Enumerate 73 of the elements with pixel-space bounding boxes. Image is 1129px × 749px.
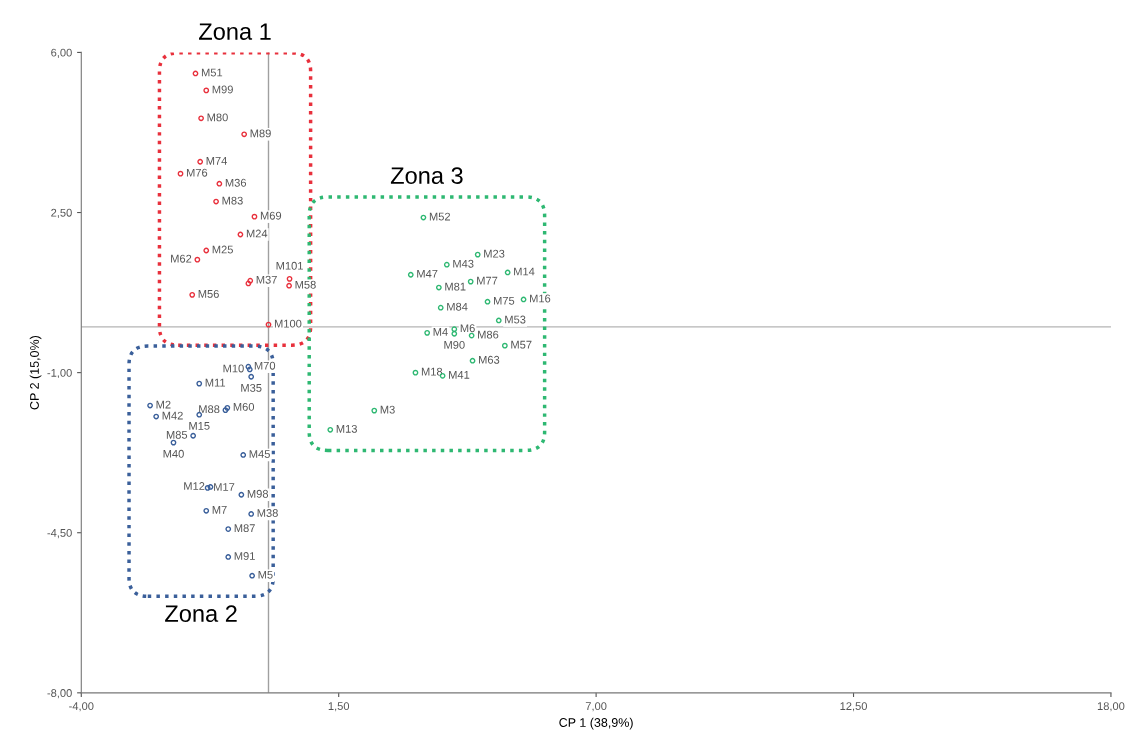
data-label: M57	[511, 340, 532, 349]
data-label: M5	[258, 570, 273, 579]
data-label: M40	[163, 449, 184, 458]
data-label: M2	[156, 400, 171, 409]
data-label: M38	[257, 509, 278, 517]
data-label: M11	[205, 378, 226, 387]
y-tick-label: 6,00	[51, 48, 72, 58]
x-axis-title: CP 1 (38,9%)	[559, 717, 633, 730]
data-label: M89	[250, 129, 271, 138]
data-label: M10	[223, 364, 244, 373]
y-tick-label: -4,50	[47, 528, 72, 539]
data-label: M87	[234, 524, 255, 533]
data-label: M88	[199, 405, 220, 414]
series-label: Zona 2	[165, 605, 237, 622]
y-tick-label: -1,00	[47, 368, 72, 379]
data-label: M80	[207, 113, 228, 122]
data-label: M77	[477, 276, 498, 285]
data-label: M43	[453, 259, 474, 268]
data-label: M16	[530, 294, 551, 303]
data-label: M60	[233, 402, 255, 411]
data-label: M4	[433, 328, 448, 336]
data-label: M84	[447, 302, 468, 311]
data-label: M63	[479, 355, 500, 364]
x-tick-label: -4,00	[69, 702, 94, 712]
data-label: M6	[460, 324, 475, 333]
data-label: M53	[505, 315, 526, 324]
data-label: M23	[484, 249, 505, 258]
data-label: M91	[234, 552, 255, 560]
y-tick-label: -8,00	[47, 689, 72, 699]
y-axis-title: CP 2 (15,0%)	[29, 336, 42, 410]
data-label: M17	[214, 483, 235, 491]
data-label: M99	[212, 85, 233, 94]
x-tick-label: 18,00	[1097, 702, 1125, 712]
data-label: M42	[162, 411, 183, 420]
data-label: M52	[429, 212, 451, 221]
series-label: Zona 1	[199, 23, 271, 40]
data-label: M51	[201, 68, 223, 77]
data-label: M83	[222, 196, 243, 205]
data-label: M58	[295, 280, 316, 289]
data-label: M13	[336, 424, 357, 433]
data-label: M85	[166, 430, 188, 439]
data-label: M37	[256, 275, 277, 284]
x-tick-label: 12,50	[840, 702, 867, 712]
x-tick-label: 1,50	[328, 702, 350, 712]
data-label: M70	[254, 361, 276, 370]
data-label: M41	[449, 371, 470, 379]
data-label: M36	[225, 178, 247, 187]
data-label: M24	[246, 229, 268, 238]
data-label: M45	[249, 450, 270, 458]
data-label: M18	[421, 367, 443, 376]
data-label: M15	[189, 422, 210, 430]
data-label: M100	[274, 319, 302, 328]
data-label: M101	[276, 261, 303, 270]
data-label: M62	[171, 254, 192, 263]
data-label: M25	[212, 245, 233, 254]
data-label: M35	[241, 383, 262, 392]
data-label: M69	[260, 211, 282, 220]
data-label: M56	[198, 289, 219, 298]
data-label: M14	[514, 267, 535, 276]
data-label: M98	[247, 489, 269, 498]
data-label: M74	[206, 156, 228, 165]
y-tick-label: 2,50	[51, 208, 72, 218]
data-label: M7	[212, 506, 227, 514]
data-label: M76	[186, 168, 208, 177]
x-tick-label: 7,00	[585, 702, 607, 712]
data-label: M81	[445, 282, 466, 291]
data-label: M3	[380, 405, 395, 414]
data-label: M47	[417, 269, 438, 278]
data-label: M86	[478, 330, 499, 339]
data-label: M12	[184, 482, 205, 490]
data-label: M90	[444, 340, 465, 349]
data-label: M75	[494, 296, 515, 305]
series-label: Zona 3	[390, 167, 463, 184]
